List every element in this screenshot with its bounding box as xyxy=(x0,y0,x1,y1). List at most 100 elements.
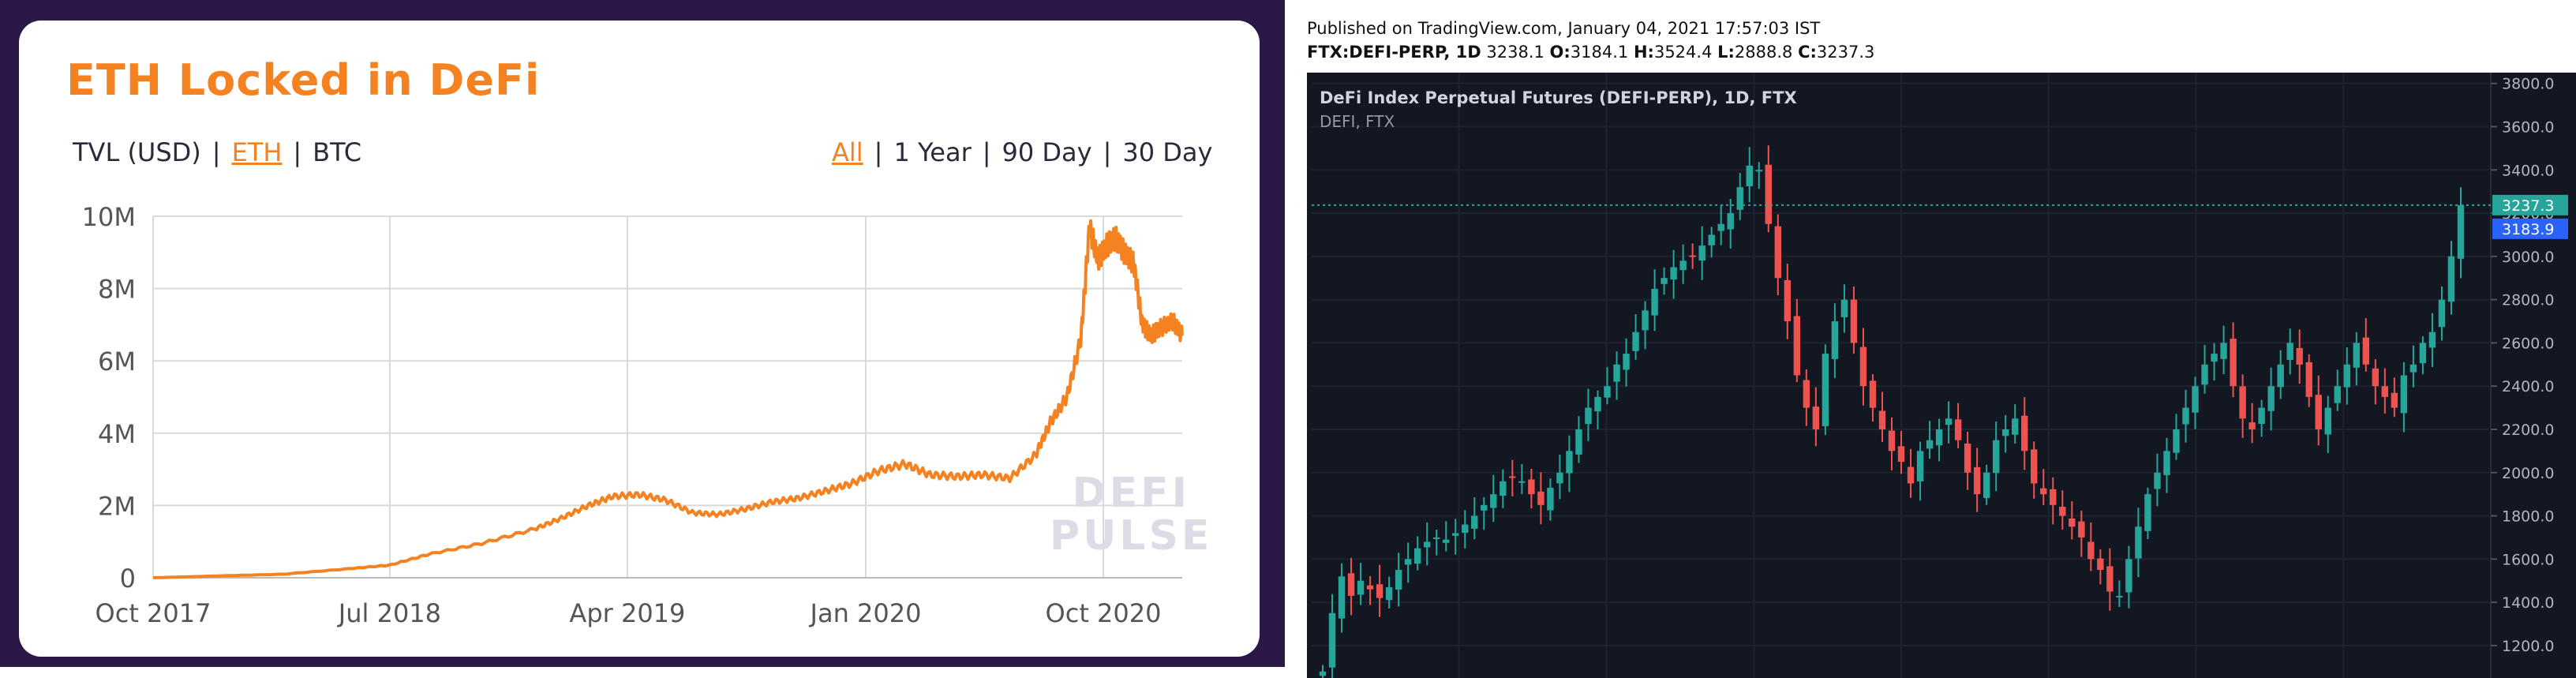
candle xyxy=(2248,403,2256,444)
candle xyxy=(1566,435,1573,493)
price-tick-label: 2400.0 xyxy=(2502,378,2554,395)
candle-body xyxy=(1613,364,1620,382)
candle xyxy=(2031,441,2038,499)
price-tick-label: 2800.0 xyxy=(2502,292,2554,309)
candle xyxy=(1423,522,1431,566)
candle xyxy=(1992,421,2000,492)
candle xyxy=(1433,529,1440,556)
secondary-price-tag xyxy=(2492,218,2568,239)
candle xyxy=(2324,395,2331,454)
y-tick-label: 2M xyxy=(98,491,136,521)
candle-body xyxy=(1338,576,1346,619)
toggle-eth[interactable]: ETH xyxy=(231,137,283,167)
x-tick-label: Oct 2017 xyxy=(95,598,212,628)
candle xyxy=(1897,430,1905,474)
low-label: L: xyxy=(1717,43,1735,62)
candle xyxy=(2400,361,2408,433)
candle xyxy=(1443,521,1450,552)
candle xyxy=(2381,368,2389,414)
candle-body xyxy=(2391,392,2398,408)
candle-body xyxy=(2106,566,2114,592)
candle-body xyxy=(2078,521,2085,538)
candle xyxy=(1869,374,1877,422)
y-tick-label: 0 xyxy=(120,564,136,594)
price-tick-label: 2200.0 xyxy=(2502,421,2554,439)
candle-body xyxy=(1575,429,1582,455)
candle xyxy=(1338,563,1346,633)
candle xyxy=(2173,414,2180,460)
candle-body xyxy=(2220,343,2227,359)
candle-body xyxy=(1366,585,1374,590)
range-90-day[interactable]: 90 Day xyxy=(1002,137,1092,167)
candle-body xyxy=(1907,466,1915,484)
eth-locked-chart: 0 2M 4M 6M 8M 10M Oct 2017 Jul 2018 Apr 2019 Jan … xyxy=(82,202,1184,628)
candle xyxy=(1850,286,1858,354)
symbol-label: FTX:DEFI-PERP, 1D xyxy=(1307,43,1481,62)
candle-body xyxy=(2135,526,2142,559)
candle xyxy=(1736,173,1743,220)
candle-body xyxy=(1413,548,1421,564)
candle xyxy=(1945,401,1953,444)
candle-body xyxy=(2125,559,2132,593)
candle xyxy=(1708,227,1715,258)
range-30-day[interactable]: 30 Day xyxy=(1122,137,1213,167)
x-tick-label: Jul 2018 xyxy=(337,598,441,628)
candle-body xyxy=(2040,488,2047,495)
candle-body xyxy=(1528,479,1535,495)
candle xyxy=(2154,453,2161,507)
candle-body xyxy=(2239,386,2246,419)
candle xyxy=(1319,665,1327,678)
candle xyxy=(1859,328,1867,406)
candle xyxy=(1471,497,1478,540)
candle xyxy=(1717,205,1724,245)
candle xyxy=(1954,403,1962,448)
candle-body xyxy=(2334,386,2341,403)
candle xyxy=(1547,478,1554,521)
candle xyxy=(1774,214,1782,295)
ohlc-line: FTX:DEFI-PERP, 1D 3238.1 O:3184.1 H:3524… xyxy=(1307,43,1874,62)
toggle-btc[interactable]: BTC xyxy=(313,137,362,167)
candle-body xyxy=(1357,580,1365,595)
candle-body xyxy=(1840,299,1848,317)
candle-body xyxy=(1812,406,1820,429)
series-line-eth-locked xyxy=(152,219,1184,579)
candle xyxy=(1604,367,1611,405)
candle-body xyxy=(2381,386,2389,397)
separator: | xyxy=(1103,137,1112,167)
candle-body xyxy=(1717,223,1724,231)
open-label: O: xyxy=(1549,43,1571,62)
candle-body xyxy=(2097,558,2104,571)
separator: | xyxy=(212,137,221,167)
price-tick-label: 1200.0 xyxy=(2502,638,2554,655)
candle xyxy=(1404,542,1412,583)
candle xyxy=(1509,459,1516,496)
candle-body xyxy=(2419,343,2427,364)
close-value: 3237.3 xyxy=(1816,43,1875,62)
candle xyxy=(1793,298,1801,383)
candle-body xyxy=(1566,451,1573,474)
candle-body xyxy=(1481,504,1488,511)
candle-body xyxy=(2305,361,2312,397)
candle xyxy=(2267,367,2275,431)
range-1-year[interactable]: 1 Year xyxy=(893,137,972,167)
candle xyxy=(1528,469,1535,509)
candle xyxy=(2069,501,2076,540)
candle-body xyxy=(2438,299,2446,328)
candle-body xyxy=(1537,491,1544,505)
candle xyxy=(1462,510,1469,549)
candle xyxy=(2353,332,2361,386)
candle xyxy=(1585,388,1592,441)
candle xyxy=(2362,317,2370,372)
toggle-tvl-usd[interactable]: TVL (USD) xyxy=(73,137,201,167)
candle xyxy=(1840,284,1848,333)
candle-body xyxy=(1992,440,2000,474)
candle-body xyxy=(2021,415,2028,451)
candle xyxy=(1698,226,1705,280)
range-all[interactable]: All xyxy=(832,137,863,167)
low-value: 2888.8 xyxy=(1734,43,1793,62)
candle xyxy=(1689,243,1696,269)
candle-body xyxy=(2447,256,2455,302)
candle-body xyxy=(1869,380,1877,408)
tv-chart-subtitle: DEFI, FTX xyxy=(1320,112,1395,131)
candle-body xyxy=(1831,321,1839,359)
